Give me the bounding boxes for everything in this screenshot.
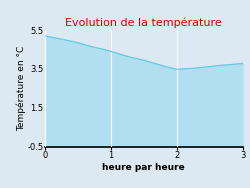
Title: Evolution de la température: Evolution de la température: [66, 17, 222, 28]
X-axis label: heure par heure: heure par heure: [102, 163, 185, 172]
Y-axis label: Température en °C: Température en °C: [16, 46, 26, 131]
